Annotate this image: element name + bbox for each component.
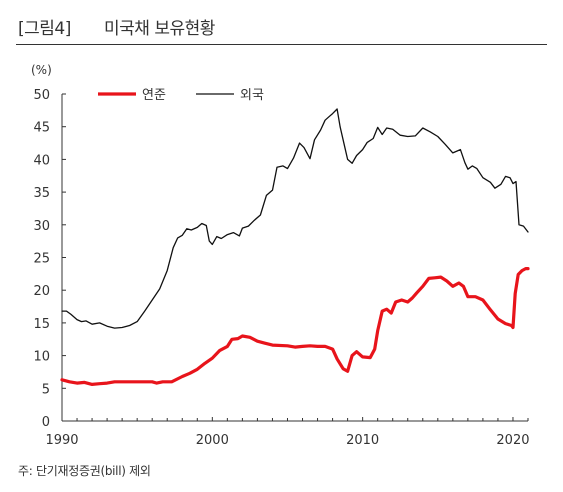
figure-title: 미국채 보유현황 bbox=[104, 19, 215, 39]
y-tick-label: 5 bbox=[42, 382, 50, 397]
x-tick-label: 1990 bbox=[45, 433, 78, 448]
y-tick-label: 45 bbox=[33, 121, 50, 136]
y-tick-label: 30 bbox=[33, 219, 50, 234]
figure-header: [그림4] 미국채 보유현황 bbox=[0, 0, 563, 48]
x-tick-label: 2000 bbox=[196, 433, 229, 448]
y-tick-label: 50 bbox=[33, 88, 50, 103]
x-tick-label: 2010 bbox=[346, 433, 379, 448]
y-tick-label: 40 bbox=[33, 153, 50, 168]
x-tick-label: 2020 bbox=[496, 433, 529, 448]
figure-label: [그림4] bbox=[18, 19, 71, 39]
legend-label: 외국 bbox=[240, 88, 264, 103]
y-tick-label: 20 bbox=[33, 284, 50, 299]
header-divider bbox=[16, 44, 547, 45]
y-tick-label: 25 bbox=[33, 252, 50, 267]
line-chart: 0 5 10 15 20 25 30 35 40 45 50 (%) 1990 2000 2010 2020 연… bbox=[31, 63, 530, 448]
y-tick-label: 10 bbox=[33, 350, 50, 365]
y-axis-unit: (%) bbox=[31, 63, 52, 77]
series-line-fed bbox=[60, 267, 530, 386]
y-tick-label: 0 bbox=[42, 415, 50, 430]
legend-label: 연준 bbox=[142, 88, 166, 103]
y-tick-label: 35 bbox=[33, 186, 50, 201]
footnote: 주: 단기재정증권(bill) 제외 bbox=[18, 464, 151, 478]
y-tick-label: 15 bbox=[33, 317, 50, 332]
series-line-foreign bbox=[61, 108, 529, 329]
